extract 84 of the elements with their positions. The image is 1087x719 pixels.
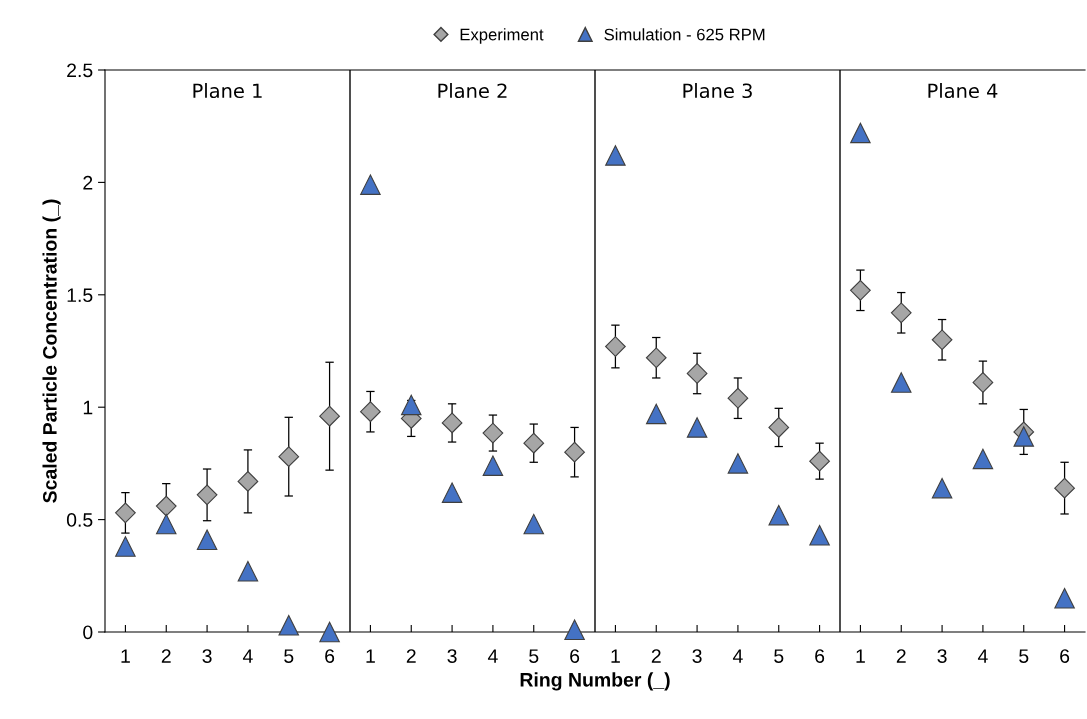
point: [237, 561, 259, 582]
y-tick-label: 1.5: [67, 288, 93, 303]
point: [850, 122, 871, 144]
point: [278, 614, 300, 636]
point: [645, 403, 667, 425]
x-tick-label: 1: [366, 649, 375, 663]
x-tick-label: 6: [325, 649, 335, 663]
point: [115, 502, 136, 524]
point: [605, 336, 626, 357]
annotation: Plane 3: [683, 83, 752, 99]
x-tick-label: 3: [937, 649, 947, 663]
x-tick-label: 1: [611, 649, 620, 663]
point: [278, 446, 300, 468]
point: [931, 477, 953, 499]
x-axis-title: Ring Number (_): [520, 672, 670, 691]
point: [482, 422, 504, 444]
point: [237, 471, 259, 492]
x-tick-label: 5: [529, 649, 539, 663]
point: [1054, 477, 1075, 499]
x-tick-label: 5: [284, 649, 294, 663]
point: [809, 525, 830, 546]
point: [686, 417, 708, 438]
point: [400, 394, 422, 416]
point: [972, 372, 994, 393]
x-tick-label: 3: [447, 649, 457, 663]
x-tick-label: 2: [896, 649, 906, 663]
point: [523, 432, 545, 454]
y-tick-label: 2.5: [67, 63, 93, 78]
point: [931, 329, 953, 351]
point: [155, 513, 177, 535]
x-tick-label: 2: [161, 649, 171, 663]
x-tick-label: 4: [977, 649, 988, 663]
x-tick-label: 6: [1060, 649, 1070, 663]
legend-label: Simulation - 625 RPM: [604, 28, 765, 41]
point: [768, 417, 790, 438]
annotation: Plane 2: [438, 83, 507, 99]
x-tick-label: 5: [774, 649, 784, 663]
x-tick-label: 2: [406, 649, 416, 663]
point: [1013, 426, 1035, 447]
point: [115, 536, 136, 557]
point: [890, 302, 912, 324]
point: [360, 401, 381, 423]
point: [809, 450, 830, 472]
x-tick-label: 4: [732, 649, 743, 663]
x-tick-label: 1: [856, 649, 865, 663]
point: [360, 174, 381, 195]
point: [727, 453, 749, 474]
annotation: Plane 1: [193, 83, 262, 99]
point: [850, 279, 871, 301]
point: [890, 372, 912, 393]
x-tick-label: 2: [651, 649, 661, 663]
point: [441, 482, 463, 503]
point: [196, 529, 218, 551]
x-tick-label: 1: [121, 649, 130, 663]
y-tick-label: 0.5: [66, 513, 93, 527]
point: [319, 405, 340, 427]
x-tick-label: 5: [1019, 649, 1029, 663]
x-tick-label: 3: [202, 649, 212, 663]
x-tick-label: 4: [242, 649, 253, 663]
point: [155, 495, 177, 517]
point: [1054, 588, 1075, 609]
point: [972, 448, 994, 470]
point: [605, 145, 626, 166]
point: [482, 455, 504, 476]
y-tick-label: 0: [83, 625, 93, 640]
x-tick-label: 4: [487, 649, 498, 663]
point: [564, 619, 585, 641]
point: [441, 412, 463, 434]
x-tick-label: 6: [570, 649, 580, 663]
x-tick-label: 3: [692, 649, 702, 663]
point: [768, 504, 790, 526]
legend-label: Experiment: [460, 28, 544, 44]
y-tick-label: 1: [83, 400, 93, 415]
point: [523, 513, 545, 535]
point: [564, 441, 585, 463]
point: [645, 347, 667, 369]
point: [727, 387, 749, 409]
annotation: Plane 4: [928, 83, 998, 99]
point: [686, 363, 708, 384]
x-tick-label: 6: [815, 649, 825, 663]
y-tick-label: 2: [83, 175, 93, 190]
point: [196, 484, 218, 506]
y-axis-title: Scaled Particle Concentration (_): [42, 199, 61, 503]
point: [319, 621, 340, 643]
